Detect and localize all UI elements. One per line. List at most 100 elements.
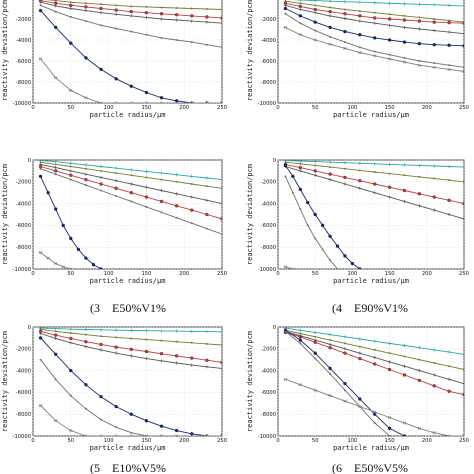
data-point: [175, 180, 178, 183]
x-tick-label: 200: [179, 271, 189, 277]
data-point: [418, 60, 421, 62]
data-point: [115, 27, 118, 30]
data-point: [387, 57, 392, 61]
data-point: [463, 180, 464, 183]
data-point: [313, 38, 317, 42]
y-tick-label: -8000: [261, 245, 276, 251]
data-point: [38, 251, 43, 255]
data-point: [433, 62, 436, 65]
data-point: [159, 352, 164, 356]
data-point: [145, 205, 148, 208]
data-point: [432, 208, 436, 212]
series-line-6: [284, 176, 338, 269]
data-point: [38, 57, 43, 61]
data-point: [433, 361, 436, 364]
data-point: [69, 3, 73, 7]
data-point: [129, 328, 133, 333]
data-point: [388, 352, 391, 355]
data-point: [402, 163, 407, 167]
data-point: [190, 19, 194, 23]
data-point: [114, 186, 118, 190]
data-point: [463, 368, 464, 371]
data-point: [221, 187, 222, 190]
data-point: [145, 33, 148, 36]
y-tick-label: -8000: [261, 80, 276, 86]
data-point: [343, 182, 347, 186]
data-point: [38, 336, 43, 340]
data-point: [417, 27, 421, 31]
data-point: [84, 177, 88, 182]
data-point: [462, 382, 464, 386]
x-tick-label: 0: [31, 105, 34, 111]
data-point: [328, 172, 332, 176]
data-point: [373, 182, 377, 186]
data-point: [388, 162, 392, 166]
data-point: [388, 53, 391, 56]
data-point: [417, 63, 422, 67]
data-point: [313, 7, 317, 12]
data-point: [328, 342, 332, 347]
data-point: [54, 327, 58, 331]
data-point: [358, 351, 362, 355]
data-point: [175, 18, 179, 22]
data-point: [160, 211, 163, 214]
data-point: [129, 434, 134, 436]
data-point: [84, 167, 87, 170]
data-point: [358, 19, 362, 23]
data-point: [69, 41, 73, 45]
series-group: [38, 160, 222, 269]
data-point: [358, 356, 362, 361]
data-point: [358, 404, 362, 409]
data-point: [402, 40, 407, 44]
data-point: [358, 179, 362, 183]
data-point: [402, 364, 407, 368]
x-tick-label: 50: [67, 438, 74, 444]
data-point: [160, 178, 163, 181]
data-point: [190, 182, 193, 185]
data-point: [38, 164, 43, 169]
data-point: [372, 410, 377, 414]
panel-caption: (5 E10%V5%: [90, 461, 166, 474]
data-point: [175, 340, 178, 343]
data-point: [190, 356, 194, 360]
data-point: [190, 195, 194, 199]
data-point: [46, 191, 50, 195]
data-point: [358, 14, 362, 18]
x-tick-label: 50: [312, 438, 319, 444]
data-point: [160, 339, 163, 342]
x-tick-label: 100: [347, 438, 357, 444]
data-point: [114, 101, 118, 103]
data-point: [159, 188, 164, 193]
data-point: [343, 8, 346, 11]
data-point: [417, 2, 421, 6]
data-point: [298, 328, 302, 332]
data-point: [84, 5, 88, 9]
data-point: [39, 161, 42, 164]
x-tick-label: 100: [104, 105, 114, 111]
data-point: [69, 169, 73, 173]
x-tick-label: 250: [459, 438, 469, 444]
chart-panel-3: 0 50 100 150 200 250 0 -2000 -4000 -6000 -8000 -100…: [1, 158, 227, 315]
data-point: [298, 0, 302, 2]
data-point: [373, 339, 377, 343]
data-point: [358, 397, 362, 401]
data-point: [448, 19, 451, 22]
data-point: [306, 200, 310, 205]
data-point: [373, 421, 376, 424]
data-point: [358, 267, 362, 269]
data-point: [373, 11, 376, 14]
data-point: [417, 204, 421, 208]
data-point: [358, 186, 362, 190]
data-point: [84, 383, 88, 387]
data-point: [321, 248, 324, 251]
data-point: [205, 176, 209, 180]
data-point: [358, 169, 361, 172]
data-point: [462, 165, 464, 169]
data-point: [69, 161, 73, 165]
data-point: [54, 166, 58, 170]
plot-frame: [32, 159, 223, 270]
x-tick-label: 250: [217, 438, 227, 444]
data-point: [144, 11, 149, 15]
data-point: [314, 29, 317, 32]
data-point: [99, 67, 103, 72]
